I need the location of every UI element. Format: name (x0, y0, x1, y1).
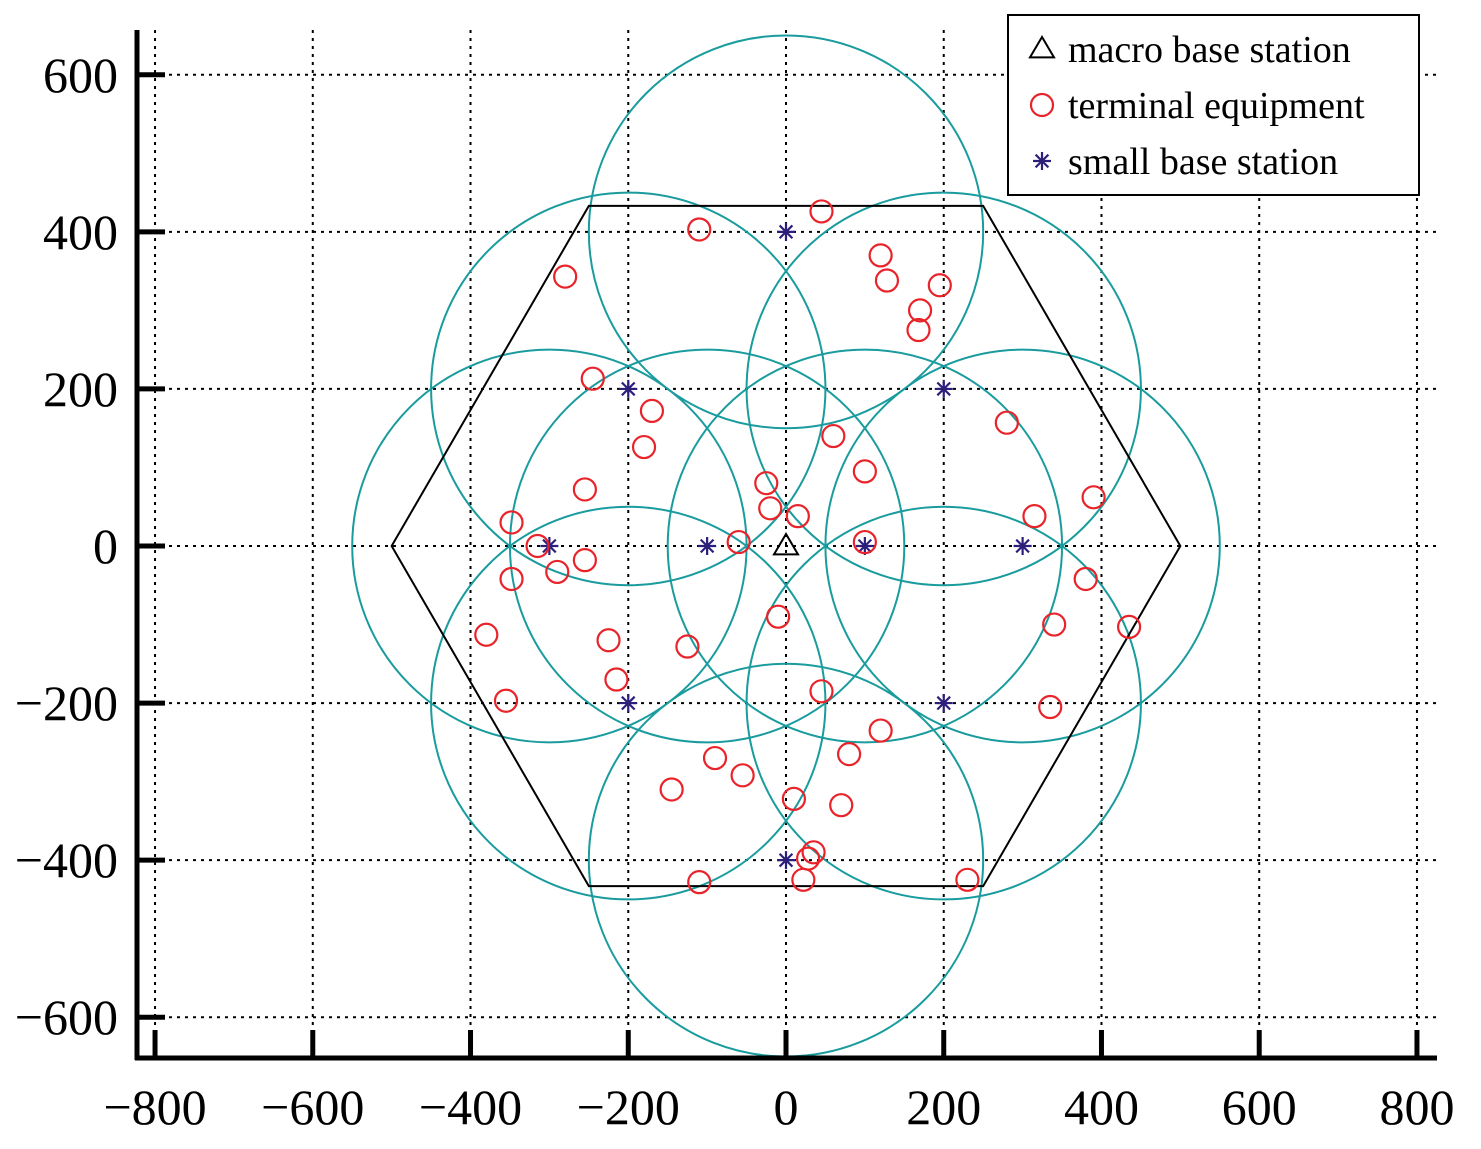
terminal-equipment-point (596, 628, 621, 653)
small-base-station-point (619, 379, 638, 398)
terminal-equipment-point (907, 298, 933, 323)
y-tick-label: 0 (93, 518, 118, 574)
terminal-equipment-point (785, 504, 810, 529)
legend-box (1007, 14, 1420, 196)
terminal-equipment-point (791, 867, 816, 892)
small-base-station-point (619, 694, 638, 713)
terminal-equipment-point (702, 745, 728, 771)
small-base-station-point (934, 694, 953, 713)
terminal-equipment-point (687, 870, 712, 895)
terminal-equipment-point (809, 199, 834, 224)
x-tick-label: 0 (774, 1079, 799, 1135)
terminal-equipment-point (726, 529, 751, 555)
terminal-equipment-point (659, 777, 684, 802)
legend-label: small base station (1068, 141, 1338, 183)
terminal-equipment-point (754, 471, 779, 496)
terminal-equipment-point (474, 622, 499, 647)
terminal-equipment-point (1081, 485, 1106, 510)
terminal-equipment-point (1022, 504, 1047, 529)
small-base-station-point (934, 379, 953, 398)
terminal-equipment-point (758, 496, 783, 521)
x-tick-label: −800 (103, 1079, 206, 1135)
y-tick-label: 600 (43, 47, 118, 103)
legend-triangle-marker (1028, 35, 1056, 59)
x-tick-label: 400 (1064, 1079, 1139, 1135)
terminal-equipment-point (493, 688, 519, 713)
legend-circle-marker (1029, 92, 1055, 118)
macro-cell-hexagon (390, 204, 1182, 888)
y-tick-label: −400 (15, 832, 118, 888)
small-base-station-point (855, 537, 874, 555)
coverage-circles (351, 34, 1221, 1058)
terminal-equipment-point (545, 559, 570, 585)
x-tick-label: 800 (1379, 1079, 1454, 1135)
small-base-station-point (777, 222, 795, 241)
legend: macro base station terminal equipment smal… (1007, 14, 1420, 196)
x-tick-label: −400 (419, 1079, 522, 1135)
legend-label: terminal equipment (1068, 85, 1365, 127)
coverage-circle (745, 505, 1142, 901)
terminal-equipment-point (795, 846, 821, 871)
terminal-equipment-point (525, 533, 550, 559)
terminal-equipment-point (766, 604, 791, 629)
legend-star-marker (1033, 152, 1051, 170)
terminal-equipment-point (687, 217, 712, 242)
terminal-equipment-point (994, 410, 1019, 435)
terminal-equipment-point (801, 840, 826, 865)
x-tick-label: −600 (261, 1079, 364, 1135)
terminal-equipment-point (499, 566, 524, 592)
terminal-equipment-point (927, 273, 952, 298)
terminal-equipment-point (1038, 694, 1063, 720)
legend-label: macro base station (1068, 29, 1351, 71)
terminal-equipment-point (1116, 614, 1142, 639)
data-points (474, 199, 1142, 895)
terminal-equipment-point (553, 264, 578, 289)
x-tick-label: 200 (906, 1079, 981, 1135)
terminal-equipment-point (906, 317, 931, 343)
terminal-equipment-point (604, 667, 629, 692)
small-base-station-point (698, 537, 717, 555)
terminal-equipment-point (572, 548, 597, 573)
axes: −800 −600 −400 −200 0 200 400 600 800 −600 −400 −20… (15, 30, 1454, 1135)
terminal-equipment-point (829, 793, 854, 818)
y-tick-label: −600 (15, 989, 118, 1045)
terminal-equipment-point (852, 529, 877, 555)
hexagon-outline (390, 204, 1182, 888)
terminal-equipment-point (821, 423, 846, 449)
terminal-equipment-point (868, 243, 893, 268)
terminal-equipment-point (499, 510, 524, 535)
terminal-equipment-point (852, 459, 877, 484)
terminal-equipment-point (639, 398, 665, 424)
terminal-equipment-point (809, 679, 834, 704)
terminal-equipment-point (631, 434, 657, 460)
y-tick-label: −200 (15, 675, 118, 731)
terminal-equipment-point (1073, 566, 1098, 592)
terminal-equipment-point (1042, 612, 1067, 637)
terminal-equipment-point (836, 742, 862, 767)
terminal-equipment-point (868, 718, 893, 743)
terminal-equipment-point (675, 634, 700, 659)
y-tick-label: 200 (43, 361, 118, 417)
terminal-equipment-point (874, 268, 900, 293)
macro-base-station-point (772, 532, 800, 556)
coverage-circle (587, 34, 985, 430)
small-base-station-point (777, 851, 795, 870)
x-tick-label: −200 (577, 1079, 680, 1135)
small-base-station-point (1013, 537, 1032, 555)
y-tick-label: 400 (43, 204, 118, 260)
coverage-circle (430, 505, 827, 901)
terminal-equipment-point (955, 867, 980, 892)
terminal-equipment-point (730, 763, 755, 788)
terminal-equipment-point (580, 366, 605, 391)
x-tick-label: 600 (1222, 1079, 1297, 1135)
terminal-equipment-point (781, 786, 806, 811)
terminal-equipment-point (572, 477, 597, 502)
